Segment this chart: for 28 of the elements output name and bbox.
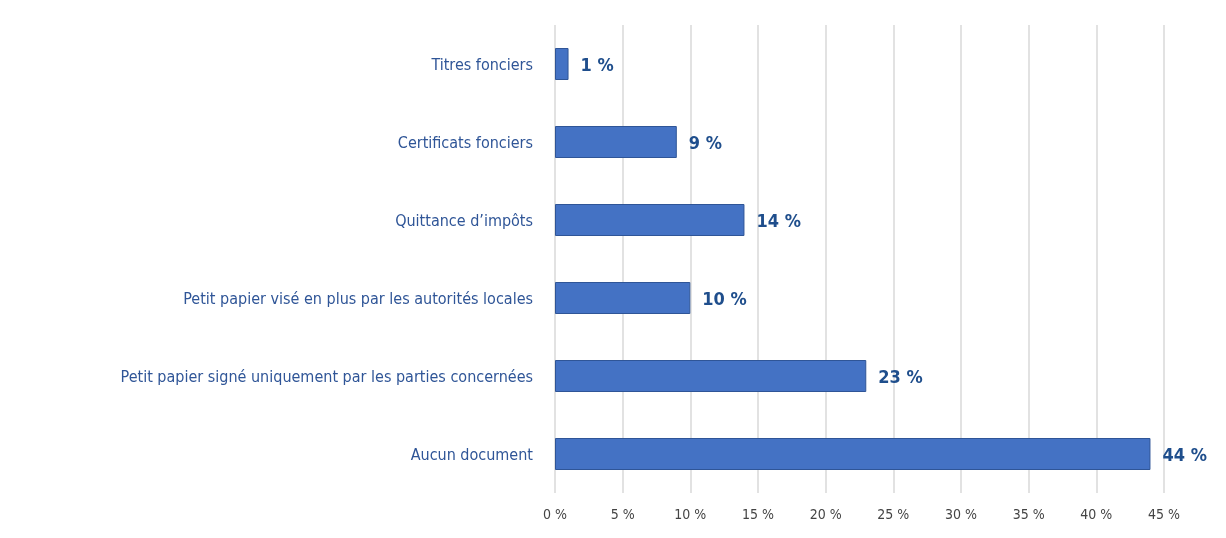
x-tick-label: 45 % xyxy=(1148,506,1181,522)
x-tick-label: 30 % xyxy=(945,506,978,522)
y-tick-label: Petit papier visé en plus par les autorités locales xyxy=(183,288,533,308)
data-label: 9 % xyxy=(688,131,722,153)
y-tick-label: Aucun document xyxy=(410,444,534,464)
x-tick-label: 5 % xyxy=(610,506,635,522)
data-label: 23 % xyxy=(878,365,923,387)
x-tick-label: 40 % xyxy=(1080,506,1113,522)
bar xyxy=(555,126,677,158)
y-tick-label: Quittance d’impôts xyxy=(395,210,533,230)
data-label: 1 % xyxy=(580,53,614,75)
y-tick-label: Certificats fonciers xyxy=(397,132,533,152)
x-tick-label: 10 % xyxy=(674,506,707,522)
data-label: 14 % xyxy=(756,209,801,231)
x-tick-label: 20 % xyxy=(809,506,842,522)
x-tick-label: 25 % xyxy=(877,506,910,522)
bar xyxy=(555,282,691,314)
x-tick-label: 0 % xyxy=(543,506,568,522)
data-label: 44 % xyxy=(1162,443,1207,465)
y-tick-label: Petit papier signé uniquement par les parties concernées xyxy=(120,366,533,386)
data-label: 10 % xyxy=(702,287,747,309)
bar xyxy=(555,48,569,80)
y-tick-label: Titres fonciers xyxy=(430,54,533,74)
x-tick-label: 15 % xyxy=(742,506,775,522)
bar xyxy=(555,438,1151,470)
x-tick-label: 35 % xyxy=(1012,506,1045,522)
bar xyxy=(555,204,745,236)
bar xyxy=(555,360,867,392)
